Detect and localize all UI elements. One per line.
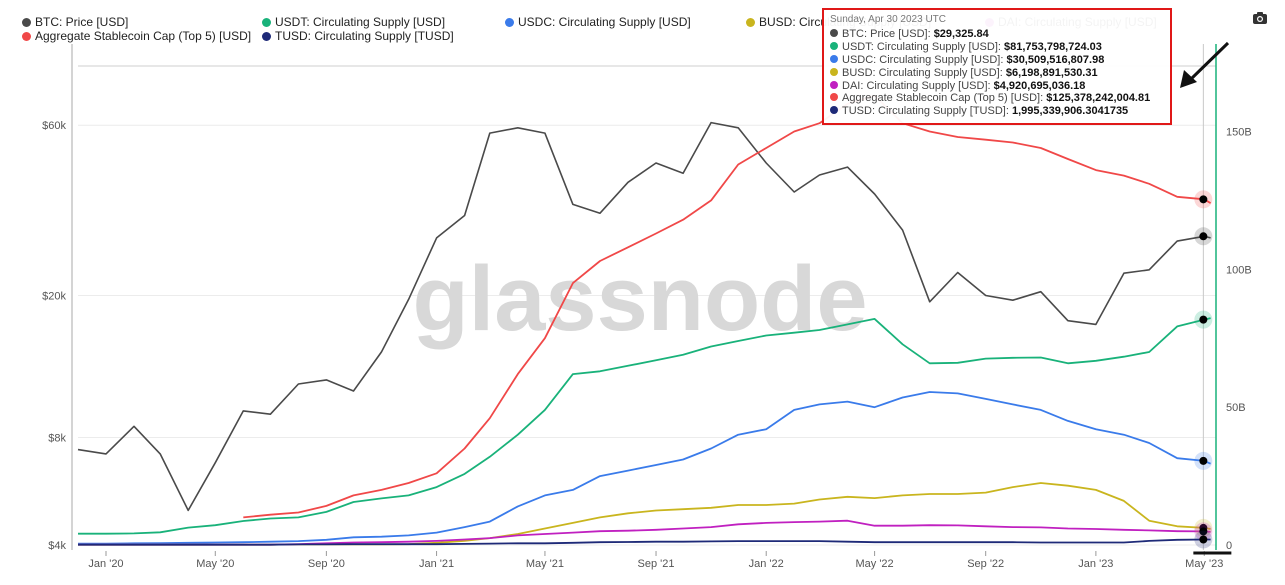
legend-swatch: [22, 18, 31, 27]
hover-point: [1199, 535, 1208, 544]
series-line-6: [78, 538, 1211, 546]
x-tick-label: Sep '21: [638, 558, 675, 570]
tooltip-swatch: [830, 28, 838, 37]
tooltip-label: Aggregate Stablecoin Cap (Top 5) [USD]:: [842, 92, 1044, 105]
series-line-3: [78, 482, 1211, 546]
legend-label: Aggregate Stablecoin Cap (Top 5) [USD]: [35, 29, 252, 43]
legend-label: TUSD: Circulating Supply [TUSD]: [275, 29, 454, 43]
y-left-tick-label: $20k: [42, 291, 66, 303]
legend-swatch: [505, 18, 514, 27]
hover-point: [1199, 527, 1208, 536]
x-tick-label: Jan '22: [749, 558, 784, 570]
y-right-tick-label: 50B: [1226, 402, 1246, 414]
legend-swatch: [22, 32, 31, 41]
y-right-tick-label: 0: [1226, 540, 1232, 552]
watermark: glassnode: [412, 248, 867, 350]
tooltip-row: BTC: Price [USD]: $29,325.84: [830, 28, 1164, 41]
tooltip-row: DAI: Circulating Supply [USD]: $4,920,69…: [830, 80, 1164, 93]
x-tick-label: May '23: [1185, 558, 1223, 570]
legend-swatch: [262, 18, 271, 27]
x-tick-label: May '21: [526, 558, 564, 570]
tooltip-value: 1,995,339,906.3041735: [1011, 105, 1129, 118]
series-line-2: [78, 391, 1211, 545]
x-tick-label: Jan '21: [419, 558, 454, 570]
legend-item[interactable]: BTC: Price [USD]: [22, 15, 128, 29]
arrow-shaft: [1188, 41, 1230, 82]
tooltip-value: $81,753,798,724.03: [1004, 40, 1102, 53]
tooltip-label: BUSD: Circulating Supply [USD]:: [842, 66, 1003, 79]
tooltip-date: Sunday, Apr 30 2023 UTC: [830, 14, 946, 25]
tooltip-value: $30,509,516,807.98: [1006, 53, 1105, 66]
legend-swatch: [746, 18, 755, 27]
tooltip-row: BUSD: Circulating Supply [USD]: $6,198,8…: [830, 67, 1164, 80]
tooltip-swatch: [830, 54, 838, 63]
legend-swatch: [262, 32, 271, 41]
x-tick-label: Jan '23: [1078, 558, 1113, 570]
tooltip-value: $29,325.84: [933, 27, 989, 40]
y-left-tick-label: $4k: [48, 540, 66, 552]
tooltip-value: $6,198,891,530.31: [1005, 66, 1098, 79]
y-right-tick-label: 100B: [1226, 264, 1252, 276]
tooltip-label: TUSD: Circulating Supply [TUSD]:: [842, 105, 1009, 118]
legend-item[interactable]: Aggregate Stablecoin Cap (Top 5) [USD]: [22, 29, 251, 43]
tooltip-label: USDC: Circulating Supply [USD]:: [842, 53, 1004, 66]
tooltip-label: BTC: Price [USD]:: [842, 27, 931, 40]
tooltip-rows: BTC: Price [USD]: $29,325.84 USDT: Circul…: [830, 28, 1164, 118]
tooltip-value: $125,378,242,004.81: [1046, 92, 1151, 105]
hover-point: [1199, 232, 1208, 241]
legend-item[interactable]: TUSD: Circulating Supply [TUSD]: [262, 29, 454, 43]
hover-point: [1199, 315, 1208, 324]
legend-item[interactable]: USDC: Circulating Supply [USD]: [505, 15, 691, 29]
tooltip-label: DAI: Circulating Supply [USD]:: [842, 79, 991, 92]
tooltip-row: Aggregate Stablecoin Cap (Top 5) [USD]: …: [830, 92, 1164, 105]
tooltip-row: TUSD: Circulating Supply [TUSD]: 1,995,3…: [830, 105, 1164, 118]
hover-point: [1199, 456, 1208, 465]
y-left-tick-label: $60k: [42, 120, 66, 132]
series-line-5: [243, 94, 1212, 519]
series-line-0: [77, 121, 1211, 512]
grid: [78, 65, 1216, 546]
x-tick-label: Sep '20: [308, 558, 345, 570]
axes: $4k $8k $20k $60k 0 50B 100B 150B Jan '20 May '20…: [42, 44, 1252, 570]
y-right-tick-label: 150B: [1226, 126, 1252, 138]
tooltip-swatch: [830, 93, 838, 102]
arrow-head: [1180, 70, 1197, 88]
x-tick-label: Jan '20: [88, 558, 123, 570]
legend-label: BTC: Price [USD]: [35, 15, 129, 29]
hover-point: [1199, 195, 1208, 204]
tooltip-label: USDT: Circulating Supply [USD]:: [842, 40, 1001, 53]
legend-label: USDC: Circulating Supply [USD]: [518, 15, 691, 29]
annotation-arrow: [1180, 41, 1230, 88]
tooltip-swatch: [830, 67, 838, 76]
hover-tooltip: Sunday, Apr 30 2023 UTC BTC: Price [USD]…: [822, 8, 1172, 125]
x-tick-label: May '22: [856, 558, 894, 570]
x-tick-label: May '20: [196, 558, 234, 570]
tooltip-value: $4,920,695,036.18: [993, 79, 1086, 92]
legend-item[interactable]: USDT: Circulating Supply [USD]: [262, 15, 445, 29]
legend-label: USDT: Circulating Supply [USD]: [275, 15, 446, 29]
x-tick-label: Sep '22: [967, 558, 1004, 570]
camera-icon[interactable]: [1252, 11, 1268, 25]
series-lines: [77, 94, 1212, 546]
tooltip-row: USDT: Circulating Supply [USD]: $81,753,…: [830, 41, 1164, 54]
y-left-tick-label: $8k: [48, 433, 66, 445]
tooltip-swatch: [830, 106, 838, 115]
tooltip-row: USDC: Circulating Supply [USD]: $30,509,…: [830, 54, 1164, 67]
tooltip-swatch: [830, 41, 838, 50]
tooltip-swatch: [830, 80, 838, 89]
series-line-1: [78, 317, 1211, 535]
hover-markers: [1193, 44, 1232, 555]
